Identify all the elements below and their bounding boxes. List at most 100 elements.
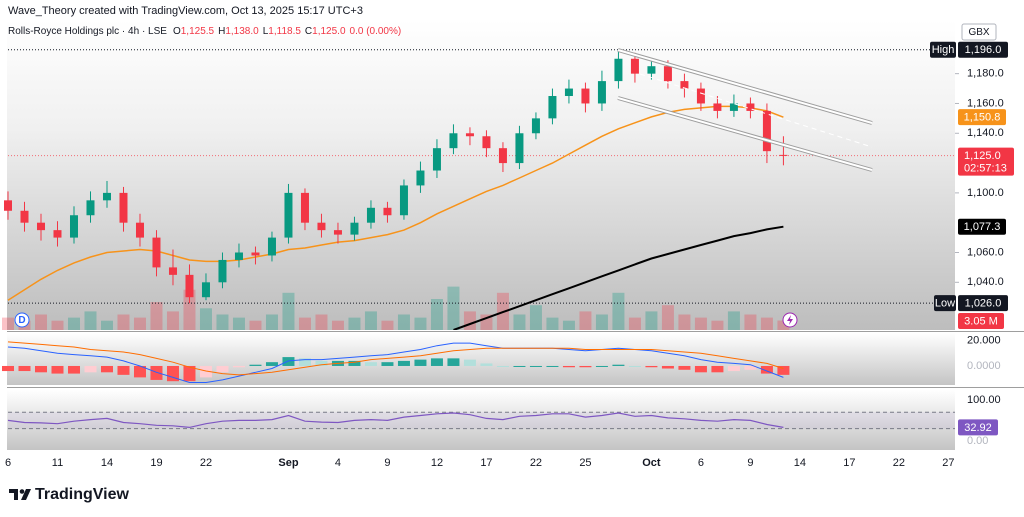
candle-body [4, 200, 12, 211]
volume-bar [595, 314, 608, 330]
y-tick-label: 1,100.0 [967, 187, 1004, 199]
volume-bar [232, 317, 245, 330]
high-value-label: 1,196.0 [965, 44, 1002, 56]
macd-histogram-bar [595, 365, 608, 367]
high-tag-label: High [932, 44, 955, 56]
volume-bar [282, 292, 295, 330]
candle-body [581, 88, 590, 104]
volume-bar [744, 314, 757, 330]
volume-bar [34, 314, 47, 330]
candle-body [102, 192, 111, 201]
candle-body [218, 259, 227, 283]
candle-body [350, 222, 359, 235]
candle-body [713, 103, 722, 111]
x-tick-label: 22 [530, 457, 542, 469]
close-label: 1,125.0 [964, 150, 1001, 162]
events-icon[interactable] [14, 312, 30, 328]
candle-body [86, 200, 95, 216]
macd-histogram-bar [678, 365, 691, 370]
x-tick-label: 22 [893, 457, 905, 469]
channel-lower [617, 97, 873, 171]
macd-histogram-bar [183, 365, 196, 382]
candle-body [383, 207, 392, 216]
trend-channel [617, 48, 873, 172]
axis-layer: GBX 1,180.0 1,160.0 1,140.0 1,100.0 1,060.0 1,… [5, 23, 1014, 469]
lightning-glyph [787, 315, 793, 325]
volume-bar [694, 317, 707, 330]
candle-body [168, 267, 177, 275]
macd-histogram-bar [414, 359, 427, 366]
candle-body [416, 170, 425, 186]
volume-bar [265, 314, 278, 330]
volume-bar [579, 311, 592, 330]
candle-body [663, 66, 672, 82]
candle-body [680, 81, 689, 89]
header: Wave_Theory created with TradingView.com… [8, 5, 363, 17]
candle-body [284, 192, 293, 238]
macd-histogram-bar [727, 365, 740, 372]
macd-histogram-bar [447, 358, 460, 366]
volume-bar [199, 308, 212, 330]
candle-body [201, 282, 210, 298]
volume-bar [216, 314, 229, 330]
legend-key: C [305, 26, 312, 37]
rsi-line [7, 412, 784, 429]
macd-histogram-bar [397, 360, 410, 366]
macd-histogram-bar [232, 365, 245, 368]
macd-histogram-bar [364, 362, 377, 366]
macd-histogram-bar [315, 360, 328, 366]
currency-label: GBX [968, 27, 989, 38]
candle-body [432, 148, 441, 171]
volume-bar [364, 311, 377, 330]
volume-bar [628, 317, 641, 330]
macd-histogram-bar [496, 365, 509, 367]
macd-histogram-bar [84, 365, 97, 373]
volume-bar [183, 289, 196, 330]
macd-histogram-bar [100, 365, 113, 373]
macd-histogram-bar [760, 365, 773, 374]
logo-mark [21, 489, 31, 500]
legend-symbol: Rolls-Royce Holdings plc · 4h · LSE [8, 26, 167, 37]
volume-bar [513, 314, 526, 330]
volume-bar [348, 317, 361, 330]
macd-line [7, 342, 784, 383]
macd-histogram-bar [694, 365, 707, 373]
x-tick-label: 9 [747, 457, 753, 469]
volume-bar [100, 320, 113, 330]
x-tick-label: 11 [52, 457, 63, 469]
channel-middle [639, 73, 873, 148]
x-tick-label: 25 [579, 457, 591, 469]
macd-histogram-bar [579, 365, 592, 368]
y-tick-label: 1,160.0 [967, 97, 1004, 109]
macd-histogram-bar [711, 365, 724, 373]
volume-bar [661, 305, 674, 330]
volume-bar [315, 314, 328, 330]
volume-bar [430, 299, 443, 330]
volume-bar [117, 314, 130, 330]
macd-histogram-bar [744, 365, 757, 370]
candle-body [531, 118, 540, 134]
countdown-label: 02:57:13 [964, 163, 1007, 175]
logo-dot [19, 489, 25, 494]
legend-value: 1,138.0 [225, 26, 259, 37]
y-tick-label: 1,040.0 [967, 276, 1004, 288]
candle-body [482, 136, 491, 149]
candle-body [317, 222, 326, 231]
volume-bar [84, 311, 97, 330]
volume-bar [711, 320, 724, 330]
macd-histogram-bar [282, 357, 295, 366]
candle-body [135, 222, 144, 238]
y-tick-label: 1,180.0 [967, 68, 1004, 80]
legend: Rolls-Royce Holdings plc · 4h · LSE O1,12… [8, 26, 401, 37]
candle-body [515, 133, 524, 164]
candle-body [119, 192, 128, 223]
x-tick-label: 14 [101, 457, 113, 469]
volume-bar [777, 320, 790, 330]
macd-tick-label: 0.0000 [967, 360, 1001, 372]
y-tick-label: 1,140.0 [967, 127, 1004, 139]
x-tick-label: 17 [480, 457, 492, 469]
candle-body [449, 133, 458, 149]
volume-bar [67, 317, 80, 330]
candle-body [234, 252, 243, 260]
x-tick-label: 4 [335, 457, 341, 469]
